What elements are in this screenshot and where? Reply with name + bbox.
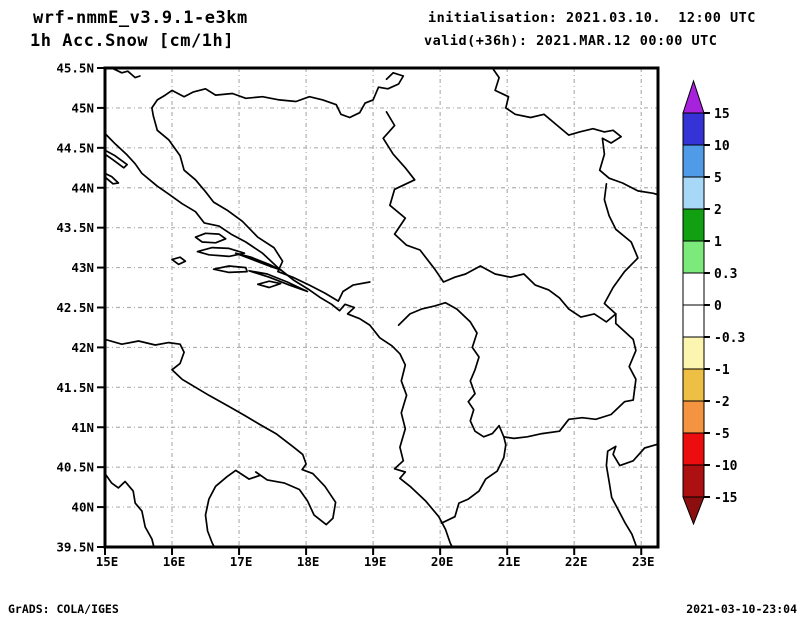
outline-island-zadar-1 xyxy=(105,149,128,169)
outline-istria-fragment xyxy=(110,68,141,79)
outline-island-brac xyxy=(194,232,227,244)
colorbar-tick-label: 5 xyxy=(714,171,722,186)
outline-island-mljet xyxy=(256,280,282,289)
lon-tick-label: 20E xyxy=(431,554,454,569)
lon-tick-label: 21E xyxy=(498,554,521,569)
outline-greece-aegean-coast xyxy=(605,443,658,547)
valid-time-label: valid(+36h): 2021.MAR.12 00:00 UTC xyxy=(424,33,718,49)
colorbar-band xyxy=(682,400,705,434)
lat-tick-label: 42.5N xyxy=(56,300,94,315)
model-title: wrf-nmmE_v3.9.1-e3km xyxy=(33,8,248,28)
outline-island-vis xyxy=(171,256,187,266)
lat-tick-label: 44N xyxy=(71,180,94,195)
lat-tick-label: 44.5N xyxy=(56,140,94,155)
lat-tick-label: 42N xyxy=(71,340,94,355)
init-time-label: initialisation: 2021.03.10. 12:00 UTC xyxy=(428,10,756,26)
colorbar-band xyxy=(682,176,705,210)
outline-serbia-romania-border xyxy=(491,68,658,196)
outline-island-hvar xyxy=(196,246,246,258)
lon-tick-label: 19E xyxy=(364,554,387,569)
render-timestamp: 2021-03-10-23:04 xyxy=(686,602,797,616)
colorbar-tick-label: -1 xyxy=(714,363,730,378)
outline-adriatic-coast xyxy=(105,132,454,547)
grads-credit: GrADS: COLA/IGES xyxy=(8,602,119,616)
outline-island-zadar-2 xyxy=(105,172,120,185)
outline-italy-adriatic-coast xyxy=(105,338,337,547)
lat-tick-label: 43.5N xyxy=(56,220,94,235)
colorbar-band xyxy=(682,432,705,466)
colorbar-band xyxy=(682,240,705,274)
lon-tick-label: 23E xyxy=(632,554,655,569)
lon-tick-label: 16E xyxy=(163,554,186,569)
colorbar-tick-label: 0.3 xyxy=(714,267,737,282)
field-title: 1h Acc.Snow [cm/1h] xyxy=(30,31,234,51)
outline-peljesac-sliver xyxy=(234,252,282,271)
colorbar-tick-label: 1 xyxy=(714,235,722,250)
outline-island-korcula xyxy=(212,265,248,274)
colorbar-band xyxy=(682,272,705,306)
colorbar-band xyxy=(682,304,705,338)
lat-tick-label: 41.5N xyxy=(56,380,94,395)
lat-tick-label: 45.5N xyxy=(56,61,94,76)
colorbar-band xyxy=(682,464,705,498)
outline-albania-greece-border xyxy=(440,435,507,524)
colorbar-tick-label: 2 xyxy=(714,203,722,218)
colorbar-tick-label: 15 xyxy=(714,107,730,122)
colorbar-tick-label: -10 xyxy=(714,459,738,474)
lon-tick-label: 22E xyxy=(565,554,588,569)
colorbar-arrow-down xyxy=(682,496,705,526)
lon-tick-label: 15E xyxy=(96,554,119,569)
colorbar-arrow-up xyxy=(682,79,705,114)
lon-tick-label: 17E xyxy=(230,554,253,569)
colorbar-tick-label: 10 xyxy=(714,139,730,154)
outline-drina-border xyxy=(382,111,617,323)
colorbar-tick-label: 0 xyxy=(714,299,722,314)
colorbar-band xyxy=(682,368,705,402)
outline-italy-tyrrhenian-coast xyxy=(105,472,155,547)
colorbar-band xyxy=(682,208,705,242)
outline-dinaric-border xyxy=(156,129,371,302)
outline-macedonia-border xyxy=(467,313,637,440)
colorbar-tick-label: -2 xyxy=(714,395,730,410)
colorbar-band xyxy=(682,336,705,370)
lat-tick-label: 39.5N xyxy=(56,540,94,555)
colorbar-tick-label: -15 xyxy=(714,491,737,506)
lat-tick-label: 41N xyxy=(71,420,94,435)
colorbar-band xyxy=(682,112,705,146)
lat-tick-label: 40N xyxy=(71,500,94,515)
outline-dubrovnik-channel xyxy=(248,269,309,293)
outline-kosovo-west-border xyxy=(397,301,472,326)
lat-tick-label: 40.5N xyxy=(56,460,94,475)
colorbar-tick-label: -5 xyxy=(714,427,730,442)
colorbar-band xyxy=(682,144,705,178)
outlines-group xyxy=(105,68,658,547)
outline-serbia-bulgaria-border xyxy=(603,182,639,315)
lat-tick-label: 43N xyxy=(71,260,94,275)
lat-tick-label: 45N xyxy=(71,100,94,115)
colorbar-tick-label: -0.3 xyxy=(714,331,745,346)
outline-croatia-north-border xyxy=(151,71,405,132)
lon-tick-label: 18E xyxy=(297,554,320,569)
